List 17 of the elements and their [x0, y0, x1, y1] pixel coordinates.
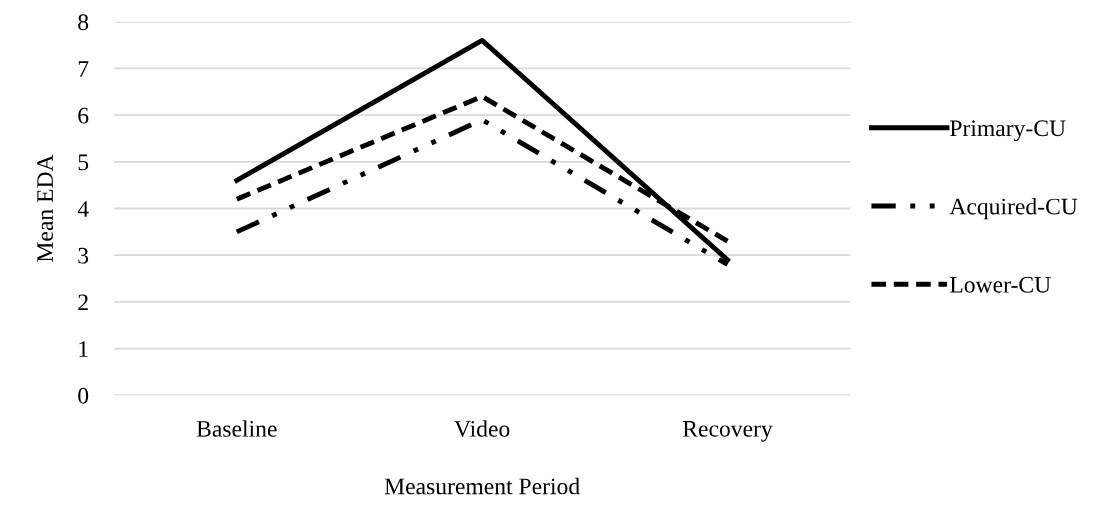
y-tick-label: 6 — [78, 107, 89, 124]
x-tick-label: Video — [454, 420, 510, 437]
y-tick-label: 5 — [78, 154, 89, 171]
legend-label: Primary-CU — [950, 120, 1066, 142]
x-axis-title: Measurement Period — [384, 477, 580, 495]
y-axis-title: Mean EDA — [37, 154, 54, 262]
y-tick-label: 7 — [78, 61, 89, 77]
legend-label: Acquired-CU — [949, 197, 1078, 220]
x-tick-label: Baseline — [196, 420, 277, 437]
y-tick-label: 2 — [78, 294, 88, 311]
y-tick-label: 8 — [78, 14, 89, 31]
legend-label: Lower-CU — [950, 276, 1051, 293]
y-tick-label: 0 — [78, 387, 89, 404]
x-tick-label: Recovery — [682, 421, 773, 442]
y-tick-label: 3 — [78, 247, 89, 264]
y-tick-label: 4 — [77, 201, 89, 217]
y-tick-label: 1 — [79, 341, 88, 357]
